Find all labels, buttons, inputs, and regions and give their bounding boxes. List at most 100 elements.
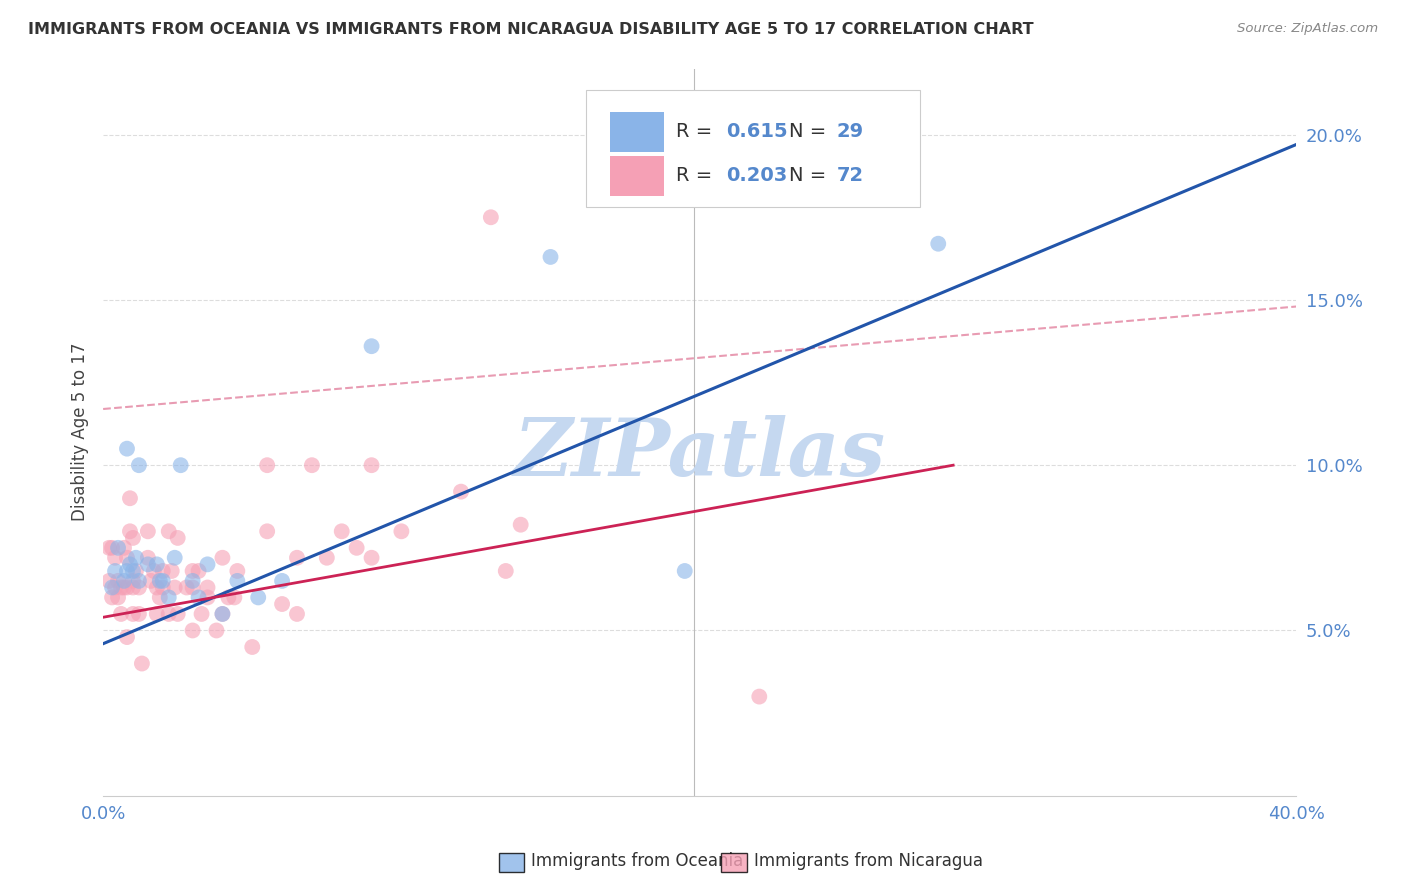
Point (330, 524, 353, 539)
Point (240, 640, 263, 654)
Point (197, 581, 219, 595)
Point (104, 550, 127, 565)
Point (115, 581, 138, 595)
Point (122, 607, 145, 621)
Point (479, 211, 502, 225)
Point (107, 541, 129, 555)
Point (224, 591, 246, 605)
Point (110, 607, 132, 621)
Point (181, 564, 204, 578)
Text: 0.203: 0.203 (725, 166, 787, 185)
Text: 29: 29 (837, 122, 863, 141)
FancyBboxPatch shape (610, 112, 664, 153)
Text: 0.615: 0.615 (725, 122, 787, 141)
Text: R =: R = (676, 122, 718, 141)
Point (181, 624, 204, 638)
Y-axis label: Disability Age 5 to 17: Disability Age 5 to 17 (72, 343, 89, 522)
Point (181, 574, 204, 588)
Point (98, 574, 121, 588)
Point (122, 564, 145, 578)
Point (157, 524, 180, 539)
Text: Immigrants from Oceania: Immigrants from Oceania (531, 852, 744, 870)
Point (211, 607, 233, 621)
Point (122, 531, 145, 545)
Point (112, 581, 135, 595)
Point (118, 524, 141, 539)
Point (125, 550, 148, 565)
Point (107, 574, 129, 588)
Point (285, 607, 308, 621)
Point (128, 458, 150, 473)
Point (247, 591, 270, 605)
Point (226, 574, 249, 588)
Point (160, 564, 183, 578)
Point (152, 564, 174, 578)
Point (152, 574, 174, 588)
Point (128, 581, 150, 595)
Point (226, 564, 249, 578)
Text: Source: ZipAtlas.com: Source: ZipAtlas.com (1237, 22, 1378, 36)
Point (152, 581, 174, 595)
Point (271, 597, 294, 611)
Text: 72: 72 (837, 166, 863, 185)
Point (136, 550, 159, 565)
Point (256, 458, 278, 473)
Point (118, 491, 141, 506)
Point (136, 558, 159, 572)
Text: R =: R = (676, 166, 718, 185)
Point (98, 541, 121, 555)
Point (166, 607, 188, 621)
Point (104, 581, 127, 595)
Text: N =: N = (789, 122, 832, 141)
Point (495, 564, 517, 578)
Text: ZIPatlas: ZIPatlas (513, 415, 886, 492)
Point (509, 517, 531, 532)
Text: IMMIGRANTS FROM OCEANIA VS IMMIGRANTS FROM NICARAGUA DISABILITY AGE 5 TO 17 CORR: IMMIGRANTS FROM OCEANIA VS IMMIGRANTS FR… (28, 22, 1033, 37)
Point (166, 531, 188, 545)
Point (104, 564, 127, 578)
Point (360, 458, 382, 473)
FancyBboxPatch shape (610, 156, 664, 195)
Point (450, 484, 472, 499)
Point (139, 574, 162, 588)
Point (136, 524, 159, 539)
Point (187, 591, 209, 605)
Point (128, 607, 150, 621)
Point (163, 550, 186, 565)
Point (170, 458, 193, 473)
Point (115, 630, 138, 644)
Point (157, 607, 180, 621)
Point (211, 607, 233, 621)
Point (190, 607, 212, 621)
Point (149, 574, 172, 588)
Point (748, 690, 770, 704)
FancyBboxPatch shape (586, 90, 921, 207)
Point (146, 581, 169, 595)
Point (142, 564, 165, 578)
Point (301, 458, 323, 473)
Point (118, 558, 141, 572)
Point (115, 564, 138, 578)
Point (157, 591, 180, 605)
Point (176, 581, 198, 595)
Point (125, 564, 148, 578)
Point (211, 550, 233, 565)
Point (149, 591, 172, 605)
Point (115, 550, 138, 565)
Point (187, 564, 209, 578)
Text: Immigrants from Nicaragua: Immigrants from Nicaragua (754, 852, 983, 870)
Point (346, 541, 368, 555)
Point (112, 574, 135, 588)
Point (360, 339, 382, 353)
Point (107, 591, 129, 605)
Point (101, 541, 124, 555)
Point (115, 442, 138, 456)
Point (101, 591, 124, 605)
Point (146, 558, 169, 572)
Point (360, 550, 382, 565)
Point (112, 541, 135, 555)
Point (131, 657, 153, 671)
Point (271, 574, 294, 588)
Point (122, 581, 145, 595)
Point (181, 581, 204, 595)
